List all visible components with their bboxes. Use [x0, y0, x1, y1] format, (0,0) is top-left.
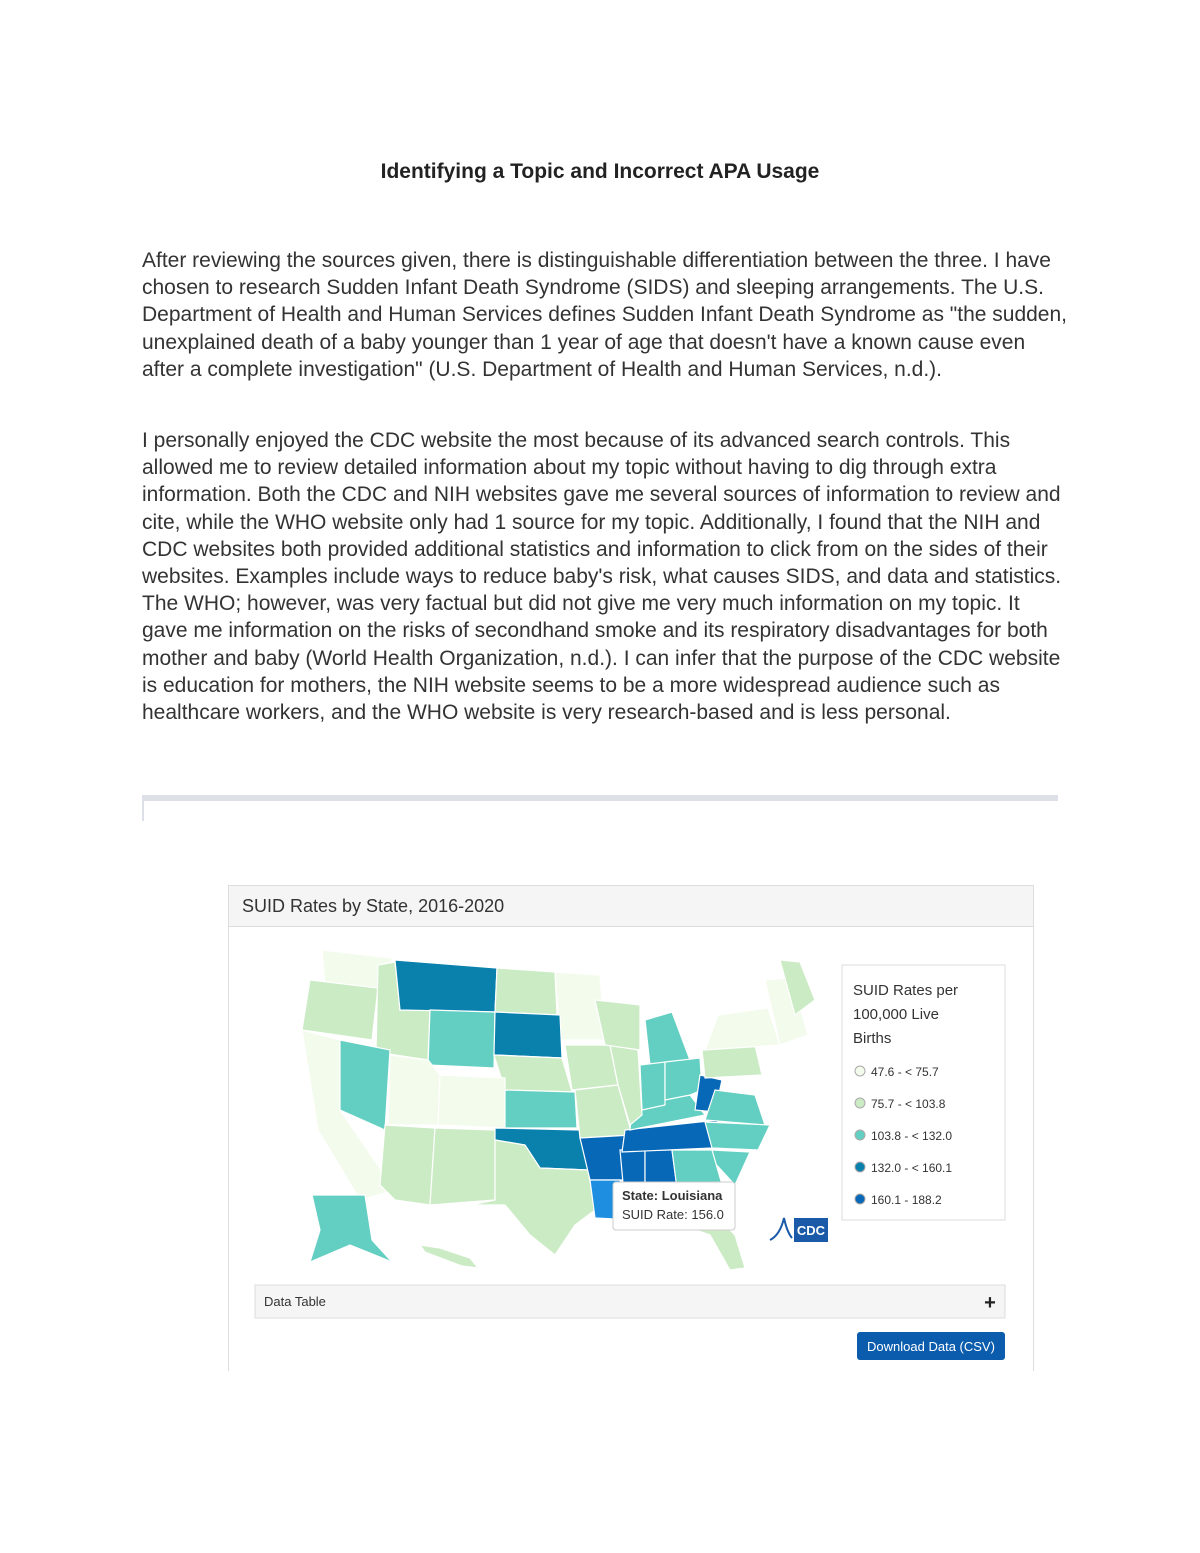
legend-label: 103.8 - < 132.0 — [871, 1129, 952, 1143]
separator — [142, 795, 1058, 801]
logo-icon — [769, 1217, 793, 1241]
state — [704, 1089, 766, 1126]
doc-title: Identifying a Topic and Incorrect APA Us… — [380, 160, 820, 183]
data-table-bar[interactable] — [254, 1284, 1006, 1319]
legend — [841, 964, 1006, 1221]
state — [339, 1039, 391, 1131]
legend-label: 47.6 - < 75.7 — [871, 1065, 939, 1079]
data-table-toggle[interactable]: + — [984, 1292, 996, 1314]
state — [427, 1009, 496, 1069]
state — [437, 1074, 506, 1129]
paragraph: I personally enjoyed the CDC website the… — [142, 429, 1062, 725]
state — [594, 999, 641, 1051]
legend-swatch — [854, 1065, 866, 1077]
state — [704, 1007, 781, 1051]
download-button-text[interactable]: Download Data (CSV) — [867, 1339, 995, 1354]
state — [309, 1194, 393, 1264]
logo — [794, 1218, 828, 1242]
map-panel: SUID Rates by State, 2016-2020 — [228, 885, 1034, 1371]
legend-title: SUID Rates per 100,000 Live Births — [853, 982, 958, 1047]
tooltip-state: State: Louisiana — [622, 1188, 723, 1203]
legend-swatch — [854, 1129, 866, 1141]
state — [387, 1054, 441, 1126]
state — [469, 1139, 596, 1256]
legend-swatch — [854, 1193, 866, 1205]
logo-text: CDC — [797, 1223, 826, 1238]
legend-swatch — [854, 1161, 866, 1173]
state — [504, 1089, 578, 1129]
data-table-label[interactable]: Data Table — [264, 1294, 326, 1309]
state — [394, 959, 498, 1013]
state — [644, 1011, 691, 1066]
states — [301, 949, 816, 1271]
state — [418, 1244, 480, 1269]
state — [779, 959, 816, 1017]
state — [494, 967, 558, 1016]
state — [704, 1121, 771, 1151]
state — [764, 977, 809, 1046]
state — [493, 1054, 573, 1093]
state — [664, 1057, 703, 1101]
tooltip — [612, 1181, 736, 1231]
paragraph: After reviewing the sources given, there… — [142, 249, 1068, 381]
legend-label: 160.1 - 188.2 — [871, 1193, 942, 1207]
panel-title: SUID Rates by State, 2016-2020 — [229, 886, 1033, 927]
separator — [142, 801, 144, 821]
state — [379, 1124, 436, 1206]
legend-label: 132.0 - < 160.1 — [871, 1161, 952, 1175]
state — [301, 979, 379, 1041]
legend-label: 75.7 - < 103.8 — [871, 1097, 946, 1111]
legend-swatch — [854, 1097, 866, 1109]
state — [639, 1061, 666, 1111]
state — [429, 1127, 496, 1206]
state — [493, 1011, 563, 1059]
download-button[interactable] — [857, 1332, 1005, 1360]
tooltip-rate: SUID Rate: 156.0 — [622, 1207, 724, 1222]
state — [564, 1044, 619, 1091]
